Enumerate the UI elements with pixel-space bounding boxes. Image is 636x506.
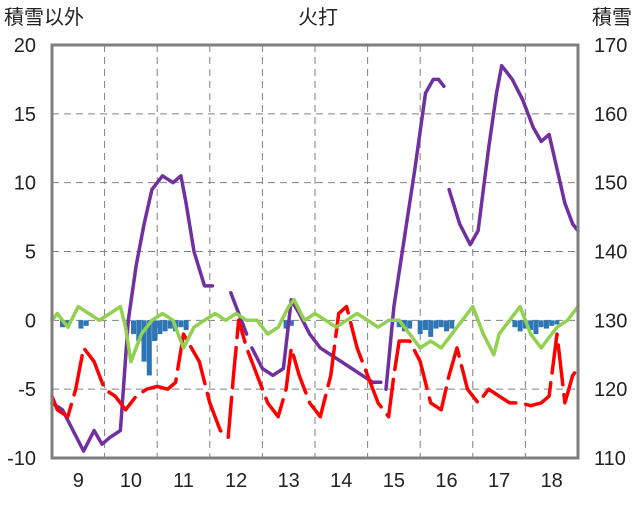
precipitation-bar <box>428 320 434 337</box>
right-tick-label: 150 <box>594 173 627 195</box>
series-line <box>50 304 580 440</box>
x-tick-label: 16 <box>435 470 457 492</box>
plot-frame <box>50 43 580 460</box>
right-tick-label: 140 <box>594 242 627 264</box>
left-tick-label: 0 <box>25 310 36 332</box>
precipitation-bar <box>60 320 66 328</box>
precipitation-bar <box>396 320 402 328</box>
precipitation-bar <box>167 320 173 329</box>
series-line <box>50 297 580 364</box>
left-axis-label: 積雪以外 <box>4 6 84 29</box>
precipitation-bar <box>449 320 455 329</box>
right-axis-label: 積雪 <box>592 6 632 29</box>
left-tick-label: 10 <box>14 173 36 195</box>
precipitation-bar <box>131 320 137 335</box>
x-tick-label: 9 <box>73 470 84 492</box>
right-tick-label: 120 <box>594 379 627 401</box>
x-tick-label: 18 <box>541 470 563 492</box>
precipitation-bar <box>417 320 423 335</box>
x-tick-label: 17 <box>488 470 510 492</box>
chart-title: 火打 <box>298 6 338 29</box>
precipitation-bar <box>136 320 142 341</box>
left-tick-label: 5 <box>25 242 36 264</box>
precipitation-bar <box>528 320 534 330</box>
precipitation-bar <box>283 320 289 329</box>
left-tick-label: -5 <box>18 379 36 401</box>
left-tick-label: 15 <box>14 104 36 126</box>
left-tick-label: -10 <box>7 448 36 470</box>
x-tick-label: 10 <box>120 470 142 492</box>
precipitation-bar <box>543 320 549 329</box>
precipitation-bar <box>407 320 413 329</box>
precipitation-bar <box>554 320 560 325</box>
precipitation-bar <box>141 320 147 362</box>
precipitation-bar <box>183 320 189 330</box>
precipitation-bar <box>538 320 544 328</box>
precipitation-bar <box>83 320 89 326</box>
precipitation-bar <box>178 320 184 328</box>
precipitation-bar <box>152 320 158 341</box>
precipitation-bar <box>65 320 71 325</box>
precipitation-bar <box>146 320 152 376</box>
precipitation-bar <box>438 320 444 328</box>
precipitation-bar <box>533 320 539 335</box>
tick-labels: 20 15 10 5 0 -5 -10 170 160 150 140 130 120 110 9 10 11 1… <box>7 35 627 492</box>
series-lines <box>50 63 580 453</box>
right-tick-label: 130 <box>594 310 627 332</box>
precipitation-bar <box>288 320 294 326</box>
precipitation-bar <box>422 320 428 330</box>
precipitation-bar <box>444 320 449 332</box>
precipitation-bar <box>157 320 163 335</box>
x-tick-label: 11 <box>173 470 194 492</box>
right-tick-label: 160 <box>594 104 627 126</box>
precipitation-bar <box>549 320 555 326</box>
precipitation-bar <box>78 320 84 329</box>
precipitation-bar <box>433 320 439 329</box>
precipitation-bar <box>512 320 518 328</box>
x-tick-label: 14 <box>330 470 352 492</box>
x-tick-label: 15 <box>383 470 405 492</box>
x-tick-label: 12 <box>225 470 247 492</box>
precipitation-bar <box>162 320 168 332</box>
left-tick-label: 20 <box>14 35 36 57</box>
right-tick-label: 170 <box>594 35 627 57</box>
right-tick-label: 110 <box>594 448 626 470</box>
x-tick-label: 13 <box>278 470 300 492</box>
precipitation-bar <box>517 320 523 332</box>
